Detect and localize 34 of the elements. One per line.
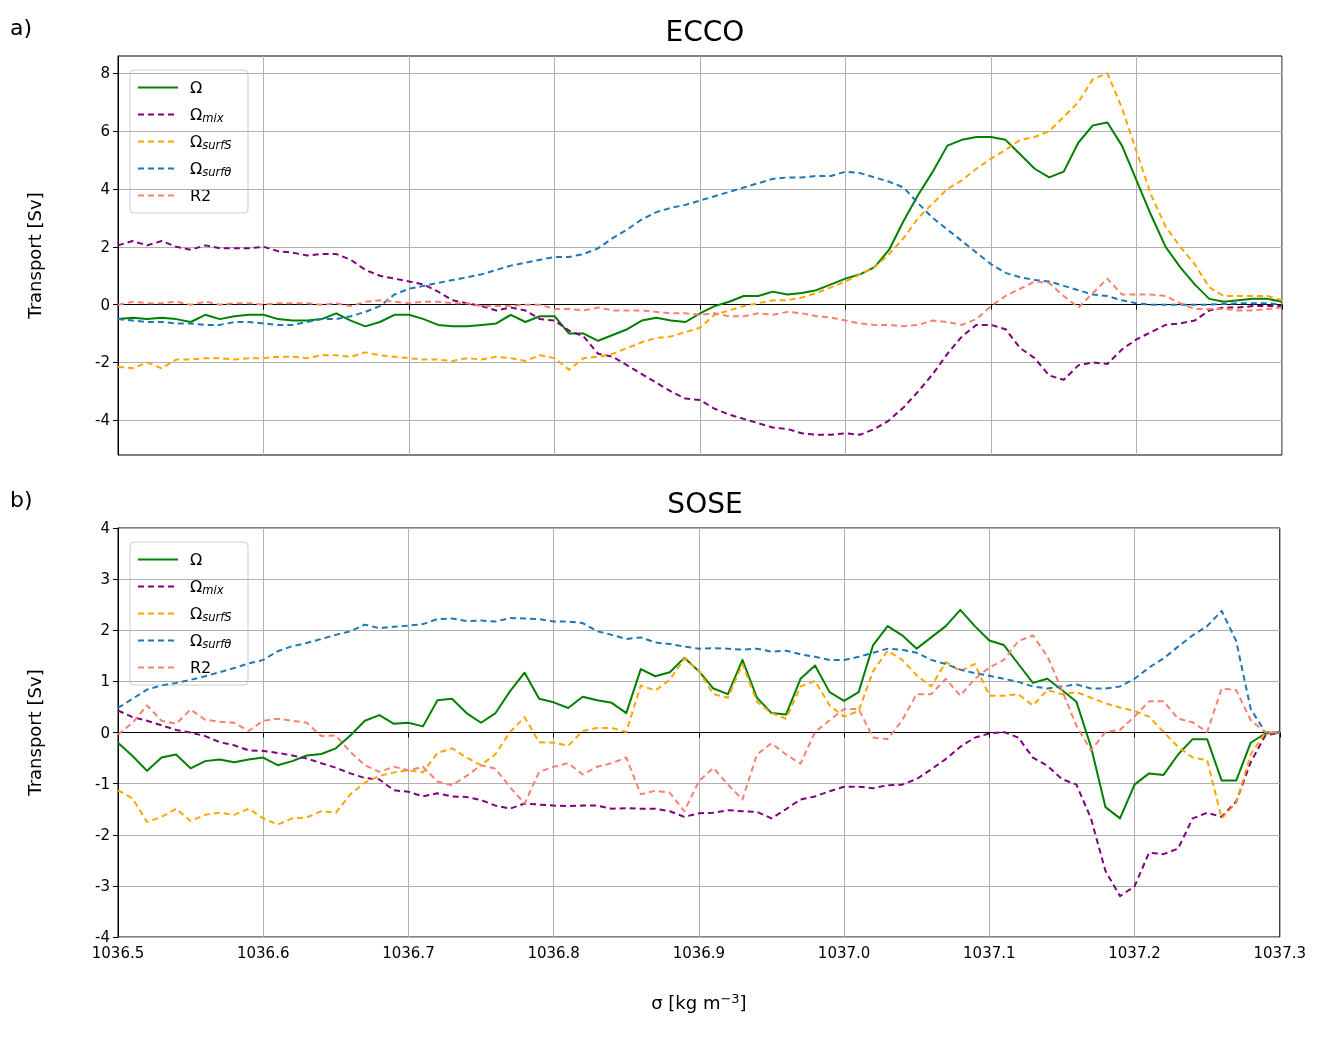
text: a) xyxy=(10,14,33,40)
y-tick-label: 0 xyxy=(100,295,110,314)
y-tick-label: 3 xyxy=(100,570,110,589)
y-tick-label: 2 xyxy=(100,621,110,640)
y-tick-label: -4 xyxy=(95,411,110,430)
x-tick-label: 1037.1 xyxy=(963,943,1016,962)
x-tick-label: 1036.9 xyxy=(672,943,726,962)
y-tick-label: -2 xyxy=(95,353,110,372)
chart-title: ECCO xyxy=(665,14,745,48)
y-axis-title: Transport [Sv] xyxy=(23,669,45,797)
y-tick-label: -4 xyxy=(95,928,110,946)
y-tick-label: 2 xyxy=(100,237,110,256)
x-tick-label: 1036.7 xyxy=(382,943,435,962)
y-axis-title: Transport [Sv] xyxy=(23,192,45,320)
y-tick-label: 1 xyxy=(100,672,110,691)
y-tick-label: 4 xyxy=(100,180,110,198)
y-tick-label: -3 xyxy=(95,876,110,895)
x-tick-label: 1036.6 xyxy=(236,943,290,962)
y-tick-label: -1 xyxy=(95,774,110,793)
x-tick-label: 1037.2 xyxy=(1108,943,1161,962)
x-tick-label: 1036.5 xyxy=(91,943,145,962)
x-tick-label: 1036.8 xyxy=(527,943,580,962)
x-tick-label: 1037.3 xyxy=(1253,943,1307,962)
y-tick-label: 6 xyxy=(100,122,110,141)
y-tick-label: 8 xyxy=(100,64,110,83)
text: b) xyxy=(10,486,33,512)
legend-label: R2 xyxy=(190,658,212,677)
y-tick-label: 0 xyxy=(100,723,110,742)
legend-label: Ω xyxy=(190,550,203,569)
legend-label: Ω xyxy=(190,78,203,97)
x-tick-label: 1037.0 xyxy=(817,943,871,962)
y-tick-label: 4 xyxy=(100,519,110,537)
y-tick-label: -2 xyxy=(95,825,110,844)
chart-title: SOSE xyxy=(667,486,743,520)
